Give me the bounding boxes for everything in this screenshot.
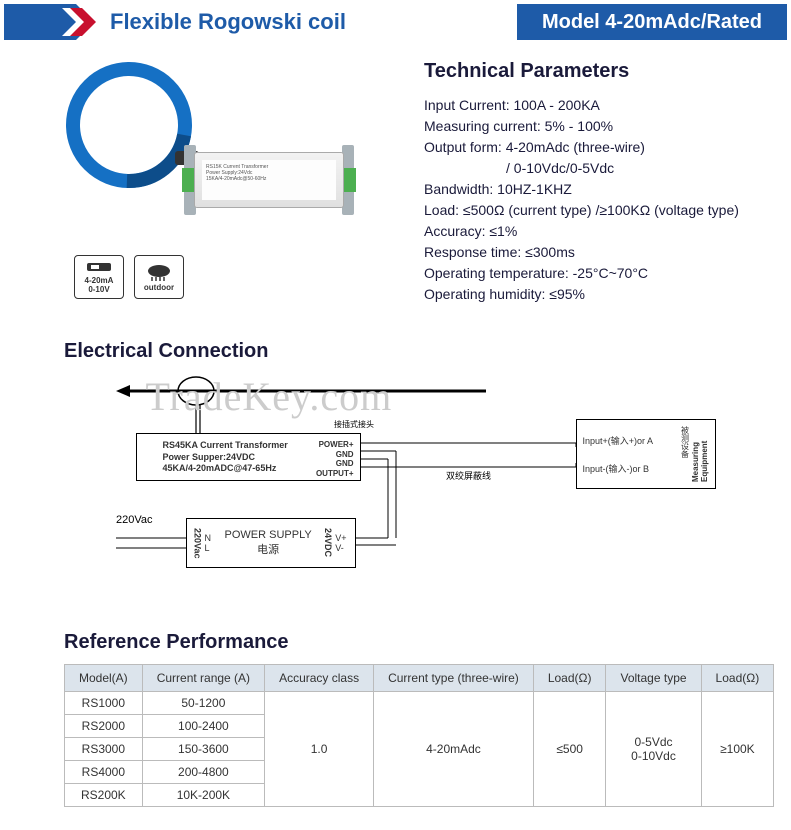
table-cell: 50-1200 [142,692,264,715]
table-cell: 0-5Vdc 0-10Vdc [606,692,701,807]
table-cell: RS3000 [65,738,143,761]
shield-label: 双绞屏蔽线 [446,470,491,481]
power-supply-cn: 电源 [213,541,323,557]
feature-icons-row: 4-20mA 0-10V outdoor [74,255,184,299]
main-content: RS15K Current TransformerPower Supply:24… [4,60,787,310]
diagram-power-supply-box: 220Vac N L POWER SUPPLY 电源 24VDC V+ V- [186,518,356,568]
svg-text:220Vac: 220Vac [116,514,153,526]
table-cell: ≥100K [701,692,774,807]
reference-table: Model(A) Current range (A) Accuracy clas… [64,664,774,807]
tech-line: Output form: 4-20mAdc (three-wire) [424,137,747,158]
table-header-row: Model(A) Current range (A) Accuracy clas… [65,665,774,692]
technical-parameters: Technical Parameters Input Current: 100A… [374,60,747,310]
icon1-line1: 4-20mA [85,276,114,285]
table-header: Load(Ω) [533,665,606,692]
icon1-line2: 0-10V [88,285,109,294]
watermark-text: TradeKey.com [146,373,393,420]
reference-title: Reference Performance [4,631,787,654]
table-cell: RS4000 [65,761,143,784]
table-header: Load(Ω) [701,665,774,692]
icon2-label: outdoor [144,283,174,292]
table-header: Accuracy class [265,665,374,692]
power-plus-label: POWER+ [299,440,354,450]
table-row: RS1000 50-1200 1.0 4-20mAdc ≤500 0-5Vdc … [65,692,774,715]
signal-range-icon: 4-20mA 0-10V [74,255,124,299]
tech-line: Operating temperature: -25°C~70°C [424,263,747,284]
product-image-area: RS15K Current TransformerPower Supply:24… [74,60,374,310]
diagram-measuring-box: Input+(输入+)or A Input-(输入-)or B 被测设备 Mea… [576,419,716,489]
electrical-diagram: TradeKey.com 220Vac 双绞屏蔽线 接插式接头 RS45KA C… [56,373,736,603]
terminal-l: L [205,543,212,553]
table-cell: 4-20mAdc [374,692,534,807]
tech-line: / 0-10Vdc/0-5Vdc [424,158,747,179]
table-cell: 1.0 [265,692,374,807]
table-header: Current type (three-wire) [374,665,534,692]
model-badge: Model 4-20mAdc/Rated [517,4,787,40]
tech-line: Load: ≤500Ω (current type) /≥100KΩ (volt… [424,200,747,221]
table-cell: ≤500 [533,692,606,807]
measuring-label: Measuring Equipment [691,426,709,482]
input-plus-label: Input+(输入+)or A [583,434,680,447]
header-bar: Flexible Rogowski coil Model 4-20mAdc/Ra… [4,4,787,40]
outdoor-icon: outdoor [134,255,184,299]
measuring-cn: 被测设备 [680,426,691,482]
tech-line: Bandwidth: 10HZ-1KHZ [424,179,747,200]
gnd-label: GND [299,450,354,460]
table-cell: 150-3600 [142,738,264,761]
vminus-label: V- [335,543,346,553]
gnd-label: GND [299,459,354,469]
output-plus-label: OUTPUT+ [299,469,354,479]
input-minus-label: Input-(输入-)or B [583,462,680,475]
electrical-title: Electrical Connection [4,340,787,363]
diagram-transformer-box: RS45KA Current Transformer Power Supper:… [136,433,361,481]
power-supply-label: POWER SUPPLY [213,529,323,541]
transformer-box-icon: RS15K Current TransformerPower Supply:24… [174,140,364,220]
tech-line: Accuracy: ≤1% [424,221,747,242]
tech-line: Input Current: 100A - 200KA [424,95,747,116]
header-title-section: Flexible Rogowski coil [100,4,517,40]
table-cell: RS200K [65,784,143,807]
table-header: Model(A) [65,665,143,692]
trans-l3: 45KA/4-20mADC@47-65Hz [163,463,299,475]
vplus-label: V+ [335,533,346,543]
trans-l1: RS45KA Current Transformer [163,440,299,452]
trans-l2: Power Supper:24VDC [163,452,299,464]
terminal-n: N [205,533,212,543]
table-cell: 100-2400 [142,715,264,738]
table-cell: 200-4800 [142,761,264,784]
table-header: Voltage type [606,665,701,692]
v220-label: 220Vac [193,528,203,559]
v24-label: 24VDC [323,528,333,557]
table-cell: 10K-200K [142,784,264,807]
tech-params-title: Technical Parameters [424,60,747,83]
tech-line: Measuring current: 5% - 100% [424,116,747,137]
table-cell: RS1000 [65,692,143,715]
table-header: Current range (A) [142,665,264,692]
tech-line: Response time: ≤300ms [424,242,747,263]
product-title: Flexible Rogowski coil [110,9,346,35]
svg-text:接插式接头: 接插式接头 [334,419,374,429]
tech-line: Operating humidity: ≤95% [424,284,747,305]
header-arrow-icon [4,4,100,40]
table-cell: RS2000 [65,715,143,738]
